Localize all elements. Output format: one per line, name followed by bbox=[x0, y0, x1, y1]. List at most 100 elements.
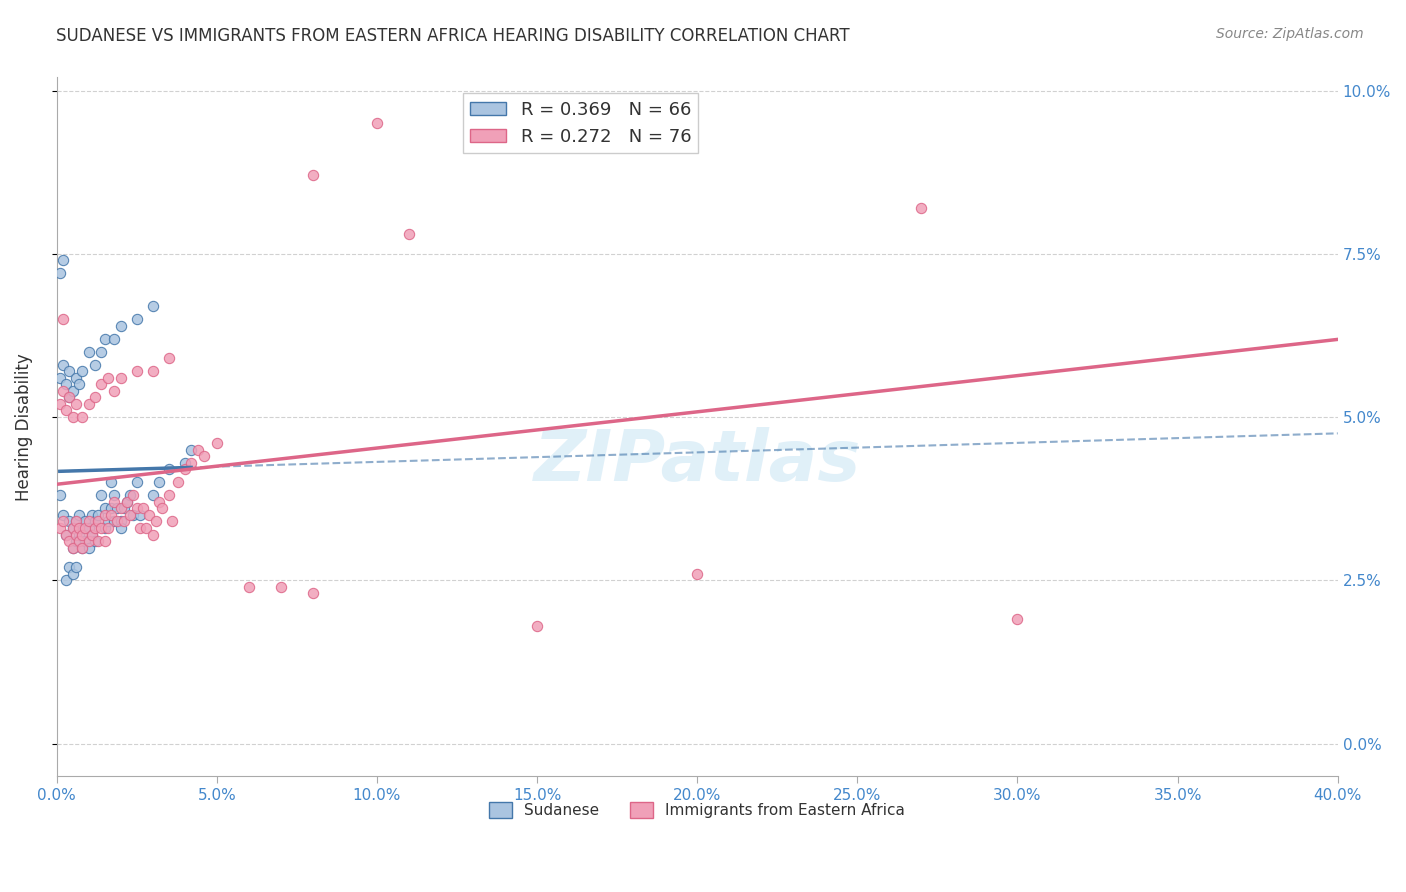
Point bbox=[157, 462, 180, 476]
Point bbox=[58, 515, 80, 529]
Point bbox=[65, 527, 87, 541]
Point bbox=[122, 508, 145, 522]
Point bbox=[52, 515, 75, 529]
Point bbox=[186, 442, 208, 457]
Point bbox=[145, 515, 167, 529]
Point bbox=[58, 391, 80, 405]
Point bbox=[270, 580, 292, 594]
Point bbox=[93, 501, 115, 516]
Point bbox=[1007, 612, 1029, 626]
Point bbox=[148, 475, 170, 490]
Point bbox=[75, 521, 97, 535]
Point bbox=[103, 384, 125, 398]
Point bbox=[52, 253, 75, 268]
Point bbox=[70, 364, 93, 378]
Point bbox=[148, 495, 170, 509]
Point bbox=[100, 501, 122, 516]
Point bbox=[110, 521, 132, 535]
Point bbox=[122, 488, 145, 502]
Point bbox=[49, 488, 72, 502]
Point bbox=[84, 534, 107, 549]
Point bbox=[84, 391, 107, 405]
Point bbox=[58, 391, 80, 405]
Point bbox=[65, 397, 87, 411]
Point bbox=[75, 515, 97, 529]
Point bbox=[52, 508, 75, 522]
Point bbox=[52, 384, 75, 398]
Point bbox=[90, 344, 112, 359]
Point bbox=[65, 560, 87, 574]
Point bbox=[302, 169, 325, 183]
Point bbox=[70, 521, 93, 535]
Point bbox=[125, 475, 148, 490]
Point bbox=[87, 508, 110, 522]
Point bbox=[93, 508, 115, 522]
Point bbox=[58, 560, 80, 574]
Point bbox=[70, 541, 93, 555]
Point bbox=[157, 351, 180, 366]
Text: SUDANESE VS IMMIGRANTS FROM EASTERN AFRICA HEARING DISABILITY CORRELATION CHART: SUDANESE VS IMMIGRANTS FROM EASTERN AFRI… bbox=[56, 27, 849, 45]
Point bbox=[100, 475, 122, 490]
Point bbox=[107, 515, 129, 529]
Point bbox=[55, 527, 77, 541]
Point bbox=[67, 527, 90, 541]
Point bbox=[193, 449, 215, 463]
Point bbox=[90, 488, 112, 502]
Point bbox=[120, 488, 142, 502]
Point bbox=[93, 534, 115, 549]
Point bbox=[110, 501, 132, 516]
Point bbox=[65, 534, 87, 549]
Point bbox=[80, 527, 103, 541]
Point bbox=[67, 377, 90, 392]
Point bbox=[52, 358, 75, 372]
Point bbox=[167, 475, 190, 490]
Point bbox=[526, 619, 548, 633]
Point bbox=[62, 384, 84, 398]
Point bbox=[180, 442, 202, 457]
Point bbox=[97, 521, 120, 535]
Point bbox=[77, 515, 100, 529]
Point bbox=[910, 201, 932, 215]
Point bbox=[87, 515, 110, 529]
Point bbox=[157, 488, 180, 502]
Point bbox=[125, 364, 148, 378]
Point bbox=[55, 377, 77, 392]
Point bbox=[103, 515, 125, 529]
Point bbox=[67, 508, 90, 522]
Point bbox=[55, 403, 77, 417]
Point bbox=[110, 318, 132, 333]
Point bbox=[103, 495, 125, 509]
Point bbox=[238, 580, 260, 594]
Point bbox=[398, 227, 420, 242]
Point bbox=[49, 397, 72, 411]
Point bbox=[77, 534, 100, 549]
Point bbox=[70, 410, 93, 425]
Point bbox=[160, 515, 183, 529]
Point bbox=[142, 299, 165, 313]
Point bbox=[58, 364, 80, 378]
Point bbox=[58, 534, 80, 549]
Point bbox=[80, 527, 103, 541]
Point bbox=[77, 521, 100, 535]
Point bbox=[65, 371, 87, 385]
Point bbox=[132, 501, 155, 516]
Point bbox=[526, 136, 548, 150]
Point bbox=[110, 371, 132, 385]
Point bbox=[62, 566, 84, 581]
Point bbox=[70, 527, 93, 541]
Point bbox=[205, 436, 228, 450]
Point bbox=[55, 527, 77, 541]
Point bbox=[70, 541, 93, 555]
Point bbox=[65, 515, 87, 529]
Point bbox=[67, 534, 90, 549]
Point bbox=[110, 515, 132, 529]
Point bbox=[77, 397, 100, 411]
Point bbox=[62, 410, 84, 425]
Point bbox=[49, 371, 72, 385]
Point bbox=[103, 332, 125, 346]
Point bbox=[80, 508, 103, 522]
Point bbox=[84, 515, 107, 529]
Point bbox=[125, 312, 148, 326]
Point bbox=[75, 534, 97, 549]
Point bbox=[112, 501, 135, 516]
